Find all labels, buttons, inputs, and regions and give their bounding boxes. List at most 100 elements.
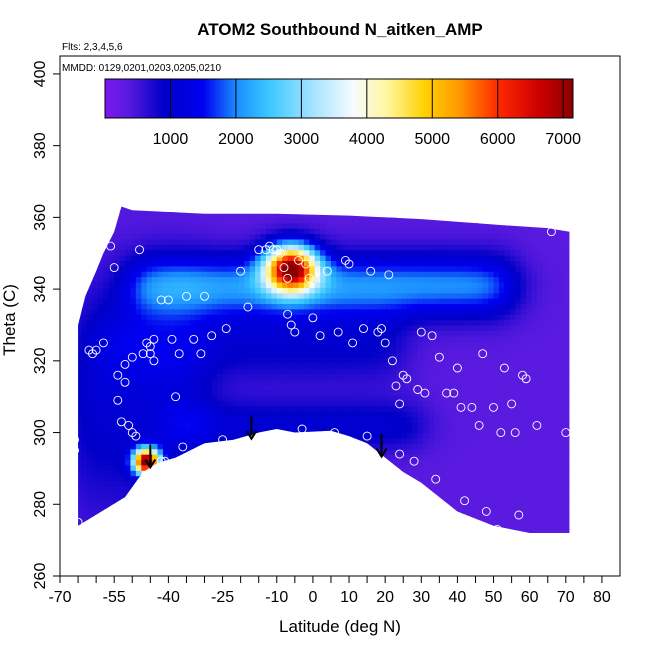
heatmap-cell <box>412 373 419 380</box>
heatmap-cell <box>141 222 148 229</box>
heatmap-cell <box>374 411 381 418</box>
heatmap-cell <box>368 260 375 267</box>
heatmap-cell <box>228 454 235 461</box>
heatmap-cell <box>179 196 185 202</box>
heatmap-cell <box>303 529 310 533</box>
heatmap-cell <box>466 238 473 245</box>
heatmap-cell <box>390 244 397 251</box>
heatmap-cell <box>60 411 66 417</box>
heatmap-cell <box>450 196 456 202</box>
heatmap-cell <box>157 276 164 283</box>
heatmap-cell <box>179 507 186 514</box>
heatmap-cell <box>217 405 224 412</box>
heatmap-cell <box>92 491 99 498</box>
heatmap-cell <box>412 497 419 504</box>
heatmap-cell <box>217 292 224 299</box>
heatmap-cell <box>417 249 424 256</box>
heatmap-cell <box>78 233 83 240</box>
heatmap-cell <box>455 416 462 423</box>
heatmap-cell <box>325 427 332 434</box>
heatmap-cell <box>412 502 419 509</box>
heatmap-cell <box>363 346 370 353</box>
heatmap-cell <box>125 394 132 401</box>
heatmap-cell <box>119 255 126 262</box>
heatmap-cell <box>433 335 440 342</box>
heatmap-cell <box>325 524 332 530</box>
heatmap-cell <box>439 298 446 305</box>
heatmap-cell <box>217 196 223 202</box>
heatmap-cell <box>141 524 148 530</box>
heatmap-cell <box>97 244 104 251</box>
heatmap-cell <box>233 535 239 541</box>
heatmap-cell <box>368 276 375 283</box>
heatmap-cell <box>390 394 397 401</box>
heatmap-cell <box>433 518 440 525</box>
heatmap-cell <box>298 470 305 477</box>
heatmap-cell <box>433 524 440 530</box>
heatmap-cell <box>271 238 278 245</box>
heatmap-cell <box>78 238 83 245</box>
heatmap-cell <box>347 335 354 342</box>
heatmap-cell <box>206 373 213 380</box>
heatmap-cell <box>152 196 158 202</box>
heatmap-cell <box>406 206 413 208</box>
heatmap-cell <box>146 271 153 278</box>
heatmap-cell <box>146 276 153 283</box>
heatmap-cell <box>406 292 413 299</box>
heatmap-cell <box>466 475 473 482</box>
heatmap-cell <box>152 362 159 369</box>
heatmap-cell <box>108 244 115 251</box>
heatmap-cell <box>477 524 484 530</box>
heatmap-cell <box>471 405 478 412</box>
heatmap-cell <box>461 459 468 466</box>
heatmap-cell <box>141 206 148 213</box>
heatmap-cell <box>444 351 451 358</box>
heatmap-cell <box>222 357 229 364</box>
heatmap-cell <box>233 206 240 213</box>
heatmap-cell <box>238 276 245 283</box>
heatmap-cell <box>60 470 66 476</box>
heatmap-cell <box>358 206 365 208</box>
heatmap-cell <box>260 238 267 245</box>
heatmap-cell <box>379 497 386 504</box>
heatmap-cell <box>92 238 99 245</box>
heatmap-cell <box>125 432 132 439</box>
heatmap-cell <box>255 378 262 385</box>
heatmap-cell <box>152 287 159 294</box>
heatmap-cell <box>238 303 245 310</box>
heatmap-cell <box>125 454 132 461</box>
heatmap-cell <box>125 228 132 235</box>
heatmap-cell <box>314 373 321 380</box>
heatmap-cell <box>119 233 126 240</box>
heatmap-cell <box>314 454 321 461</box>
heatmap-cell <box>331 196 337 202</box>
heatmap-cell <box>260 459 267 466</box>
heatmap-cell <box>146 238 153 245</box>
heatmap-cell <box>119 362 126 369</box>
heatmap-cell <box>146 212 153 218</box>
heatmap-cell <box>60 465 66 471</box>
heatmap-cell <box>341 292 348 299</box>
heatmap-cell <box>103 330 110 337</box>
heatmap-cell <box>433 222 440 229</box>
heatmap-cell <box>125 400 132 407</box>
heatmap-cell <box>363 281 370 288</box>
heatmap-cell <box>439 502 446 509</box>
heatmap-cell <box>249 330 256 337</box>
heatmap-cell <box>244 502 251 509</box>
heatmap-cell <box>92 529 99 533</box>
heatmap-cell <box>146 529 153 533</box>
heatmap-cell <box>260 491 267 498</box>
heatmap-cell <box>309 502 316 509</box>
heatmap-cell <box>439 497 446 504</box>
heatmap-cell <box>309 475 316 482</box>
heatmap-cell <box>195 384 202 391</box>
heatmap-cell <box>260 368 267 374</box>
heatmap-cell <box>190 314 197 321</box>
heatmap-cell <box>81 217 88 224</box>
heatmap-cell <box>309 480 316 487</box>
heatmap-cell <box>152 292 159 299</box>
heatmap-cell <box>390 437 397 444</box>
heatmap-cell <box>428 276 435 283</box>
heatmap-cell <box>60 352 66 358</box>
